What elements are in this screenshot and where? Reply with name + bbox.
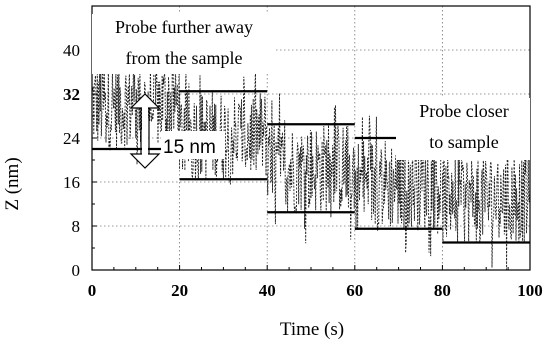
gap-double-arrow bbox=[129, 93, 161, 169]
annotation-close-line2: to sample bbox=[429, 132, 499, 152]
x-tick-label: 60 bbox=[346, 281, 363, 300]
x-tick-label: 40 bbox=[259, 281, 276, 300]
gap-label-bg bbox=[161, 131, 225, 159]
y-tick-label: 8 bbox=[72, 217, 81, 236]
y-axis-title: Z (nm) bbox=[2, 157, 23, 210]
annotation-far-line2: from the sample bbox=[126, 48, 243, 68]
annotation-far-bg bbox=[92, 14, 274, 74]
gap-label: 15 nm bbox=[163, 137, 216, 158]
x-tick-labels: 0 20 40 60 80 100 bbox=[88, 281, 543, 300]
y-tick-label: 0 bbox=[72, 261, 81, 280]
annotation-close-line1: Probe closer bbox=[419, 101, 508, 121]
x-tick-label: 0 bbox=[88, 281, 97, 300]
y-tick-label: 32 bbox=[63, 85, 80, 104]
y-tick-label: 40 bbox=[63, 41, 80, 60]
x-tick-label: 100 bbox=[517, 281, 543, 300]
signal-segment bbox=[266, 93, 356, 244]
annotation-far-line1: Probe further away bbox=[115, 17, 253, 37]
axis-ticks bbox=[91, 27, 531, 271]
signal-segment bbox=[91, 29, 181, 169]
y-tick-label: 24 bbox=[63, 129, 81, 148]
signal-segment bbox=[179, 66, 268, 185]
y-tick-label: 16 bbox=[63, 173, 80, 192]
y-tick-labels: 0 8 16 24 32 40 bbox=[63, 41, 81, 280]
x-axis-title: Time (s) bbox=[280, 319, 344, 340]
x-tick-label: 80 bbox=[434, 281, 451, 300]
signal-segment bbox=[441, 147, 531, 270]
annotation-close-bg bbox=[396, 98, 530, 160]
x-tick-label: 20 bbox=[171, 281, 188, 300]
